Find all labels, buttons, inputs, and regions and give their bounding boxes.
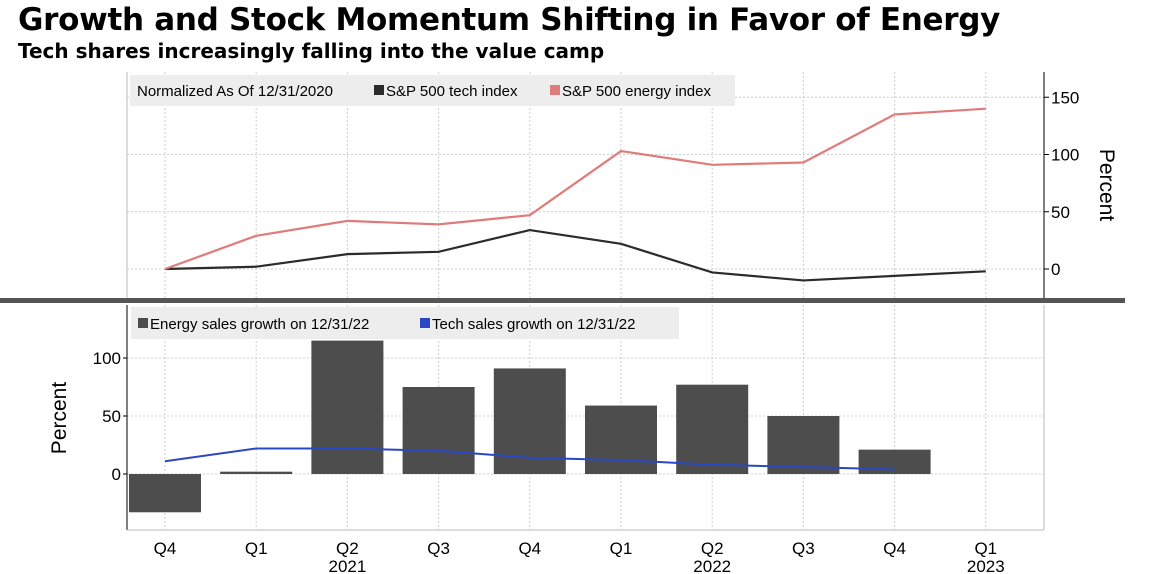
top-series-line-1 [164,107,986,271]
bottom-bar [676,384,749,474]
chart-subtitle: Tech shares increasingly falling into th… [18,39,605,63]
top-y-tick-label: 100 [1051,146,1079,165]
top-y-tick-label: 0 [1051,260,1060,279]
bottom-bar [858,449,931,474]
x-tick-label: Q4 [883,539,906,558]
x-year-label: 2021 [328,557,366,574]
top-legend-label-tech: S&P 500 tech index [386,83,518,100]
x-year-label: 2023 [967,557,1005,574]
top-legend-swatch-energy [550,85,560,95]
x-tick-label: Q2 [701,539,724,558]
x-tick-label: Q4 [518,539,541,558]
panel-separator [0,298,1125,303]
chart-title: Growth and Stock Momentum Shifting in Fa… [18,2,1001,38]
bottom-bar [129,474,201,513]
bottom-y-tick-label: 100 [93,349,121,368]
x-tick-label: Q1 [245,539,268,558]
bottom-bar [311,340,384,474]
x-tick-label: Q1 [610,539,633,558]
bottom-bar [220,471,293,474]
bottom-legend-box [131,307,679,339]
bottom-legend-label-energy: Energy sales growth on 12/31/22 [150,316,369,333]
x-tick-label: Q2 [336,539,359,558]
top-y-tick-label: 150 [1051,88,1079,107]
bottom-y-axis-label: Percent [48,382,71,455]
x-year-label: 2022 [693,557,731,574]
bottom-bar [402,387,475,474]
top-legend-box [130,75,735,106]
bottom-bar [585,405,657,474]
x-tick-label: Q4 [154,539,177,558]
top-plot-area [127,72,1044,298]
top-legend-label-energy: S&P 500 energy index [562,83,711,100]
bottom-y-tick-label: 50 [102,407,121,426]
x-tick-label: Q1 [974,539,997,558]
top-legend-note: Normalized As Of 12/31/2020 [137,83,333,100]
bottom-legend-swatch-energy [138,318,148,328]
bottom-y-tick-label: 0 [112,465,121,484]
top-y-tick-label: 50 [1051,203,1070,222]
top-series-line-0 [164,228,986,282]
bottom-legend-label-tech: Tech sales growth on 12/31/22 [432,316,635,333]
x-tick-label: Q3 [427,539,450,558]
top-y-axis-label: Percent [1095,149,1118,222]
bottom-bar [767,416,840,474]
bottom-legend-swatch-tech [420,318,430,328]
top-legend-swatch-tech [374,85,384,95]
x-tick-label: Q3 [792,539,815,558]
